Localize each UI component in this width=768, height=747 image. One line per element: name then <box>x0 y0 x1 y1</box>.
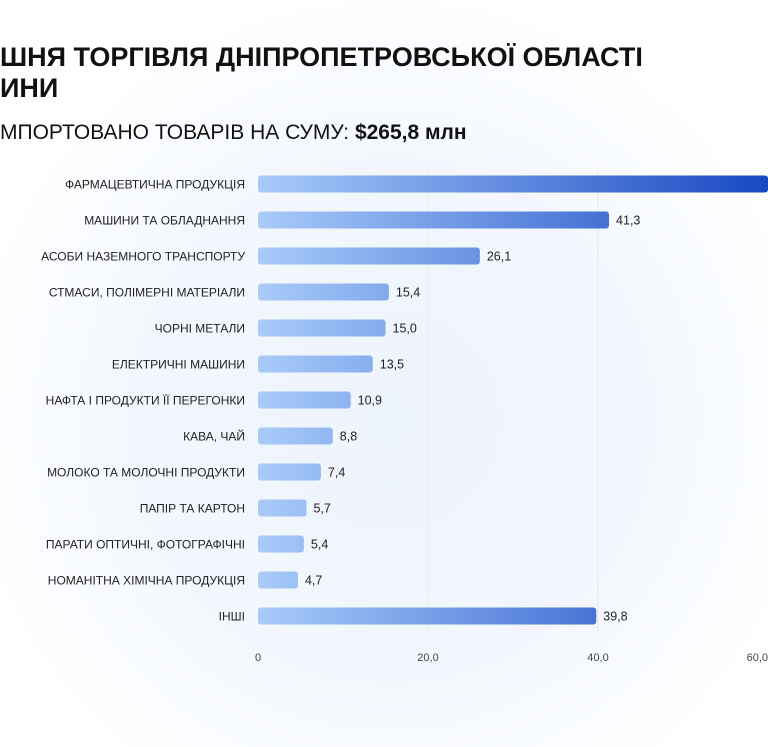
category-label: ПАПІР ТА КАРТОН <box>140 502 245 516</box>
bar <box>258 535 304 553</box>
bar <box>258 175 768 193</box>
value-label: 13,5 <box>380 358 404 372</box>
x-tick-label: 20,0 <box>417 652 438 664</box>
bar <box>258 607 597 625</box>
x-tick-label: 0 <box>255 652 261 664</box>
bar <box>258 355 373 373</box>
value-label: 5,7 <box>313 502 330 516</box>
bar <box>258 571 298 589</box>
chart-title-line2: ИНИ <box>0 73 59 103</box>
value-label: 15,0 <box>393 322 417 336</box>
value-label: 41,3 <box>616 214 640 228</box>
bar-chart: ФАРМАЦЕВТИЧНА ПРОДУКЦІЯ МАШИНИ ТА ОБЛАДНА… <box>41 170 768 664</box>
category-label: МАШИНИ ТА ОБЛАДНАННЯ <box>84 214 245 228</box>
value-label: 5,4 <box>311 538 328 552</box>
category-label: АСОБИ НАЗЕМНОГО ТРАНСПОРТУ <box>41 250 245 264</box>
bar <box>258 283 389 301</box>
chart-title-line1: ШНЯ ТОРГІВЛЯ ДНІПРОПЕТРОВСЬКОЇ ОБЛАСТІ <box>0 42 643 72</box>
category-label: ФАРМАЦЕВТИЧНА ПРОДУКЦІЯ <box>65 178 245 192</box>
category-label: МОЛОКО ТА МОЛОЧНІ ПРОДУКТИ <box>47 466 245 480</box>
bar <box>258 319 386 337</box>
value-label: 4,7 <box>305 574 322 588</box>
value-label: 7,4 <box>328 466 345 480</box>
value-label: 10,9 <box>358 394 382 408</box>
bar <box>258 427 333 445</box>
x-tick-label: 40,0 <box>587 652 608 664</box>
x-tick-label: 60,0 <box>747 652 768 664</box>
category-label: НОМАНІТНА ХІМІЧНА ПРОДУКЦІЯ <box>48 574 245 588</box>
category-label: ІНШІ <box>219 610 245 624</box>
category-label: ЧОРНІ МЕТАЛИ <box>155 322 245 336</box>
category-label: КАВА, ЧАЙ <box>183 429 245 444</box>
subtitle-total: $265,8 млн <box>354 121 467 144</box>
bar <box>258 499 307 517</box>
value-label: 8,8 <box>340 430 357 444</box>
value-label: 39,8 <box>603 610 627 624</box>
bar <box>258 391 351 409</box>
value-label: 26,1 <box>487 250 511 264</box>
category-label: НАФТА І ПРОДУКТИ ЇЇ ПЕРЕГОНКИ <box>46 394 245 408</box>
category-label: ЕЛЕКТРИЧНІ МАШИНИ <box>112 358 245 372</box>
subtitle-prefix: МПОРТОВАНО ТОВАРІВ НА СУМУ: <box>0 121 355 144</box>
value-label: 15,4 <box>396 286 420 300</box>
category-label: СТМАСИ, ПОЛІМЕРНІ МАТЕРІАЛИ <box>49 286 245 300</box>
bar <box>258 463 321 481</box>
bar <box>258 211 610 229</box>
bar <box>258 247 480 265</box>
category-label: ПАРАТИ ОПТИЧНІ, ФОТОГРАФІЧНІ <box>46 538 245 552</box>
chart-subtitle: МПОРТОВАНО ТОВАРІВ НА СУМУ: $265,8 млн <box>0 121 467 145</box>
